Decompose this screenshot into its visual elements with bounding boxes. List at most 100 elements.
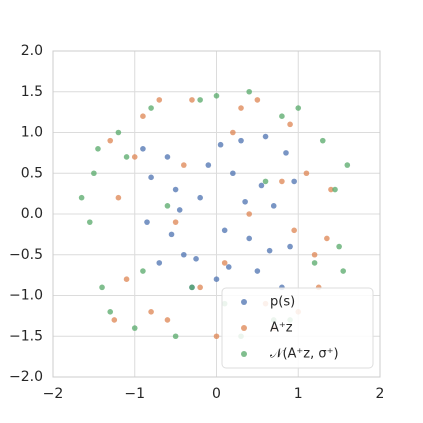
scatter-point (291, 178, 297, 185)
scatter-point (217, 141, 224, 148)
scatter-point (99, 284, 105, 291)
scatter-point (279, 178, 285, 185)
scatter-point (107, 137, 114, 144)
legend-label: p(s) (270, 295, 295, 310)
scatter-point (287, 243, 293, 250)
scatter-point (189, 97, 195, 103)
scatter-point (238, 137, 244, 144)
y-tick-label: −1.0 (9, 288, 43, 304)
scatter-point (115, 194, 122, 201)
legend: p(s) A⁺z 𝒩(A⁺z, σ⁺) (221, 287, 374, 369)
scatter-point (181, 251, 187, 258)
scatter-point (197, 284, 203, 291)
scatter-point (164, 154, 171, 160)
scatter-point (311, 251, 318, 258)
scatter-point (283, 150, 289, 156)
scatter-point (156, 260, 163, 266)
scatter-point (172, 219, 179, 225)
legend-box (221, 287, 374, 369)
scatter-point (287, 121, 293, 128)
scatter-point (230, 129, 236, 136)
x-tick-label: 0 (212, 386, 221, 402)
scatter-point (266, 247, 273, 254)
y-tick-label: −1.5 (9, 328, 43, 344)
scatter-point (95, 146, 101, 152)
scatter-point (123, 276, 130, 283)
scatter-point (332, 186, 338, 193)
legend-label: 𝒩(A⁺z, σ⁺) (270, 347, 339, 362)
scatter-point (238, 105, 244, 111)
scatter-point (197, 97, 203, 103)
scatter-point (213, 333, 220, 340)
legend-marker (241, 351, 247, 357)
scatter-point (148, 174, 154, 181)
scatter-point (311, 260, 318, 266)
scatter-point (107, 309, 114, 315)
scatter-point (262, 178, 269, 185)
scatter-point (197, 194, 203, 201)
scatter-point (205, 162, 212, 168)
scatter-point (319, 137, 326, 144)
scatter-point (291, 227, 297, 234)
scatter-point (111, 317, 118, 323)
scatter-point (91, 170, 97, 177)
scatter-point (242, 198, 248, 205)
scatter-point (295, 105, 302, 111)
scatter-point (144, 219, 150, 225)
legend-label: A⁺z (270, 321, 293, 336)
scatter-point (254, 268, 261, 274)
scatter-point (230, 170, 236, 177)
y-tick-label: 0.0 (21, 206, 43, 222)
y-tick-label: 1.5 (21, 84, 43, 100)
scatter-point (140, 146, 146, 152)
scatter-point (324, 235, 330, 242)
scatter-point (225, 264, 232, 270)
scatter-point (172, 333, 179, 340)
scatter-point (303, 170, 310, 177)
scatter-point (176, 207, 183, 213)
scatter-point (189, 284, 195, 291)
x-tick-label: 2 (376, 386, 385, 402)
scatter-point (78, 194, 85, 201)
legend-marker (241, 299, 247, 305)
scatter-point (181, 162, 187, 168)
scatter-point (340, 268, 347, 274)
scatter-point (156, 97, 163, 103)
scatter-point (131, 325, 138, 331)
scatter-point (221, 260, 228, 266)
scatter-point (148, 309, 154, 315)
y-tick-label: 2.0 (21, 43, 43, 59)
scatter-point (164, 203, 171, 209)
scatter-point (270, 203, 277, 209)
scatter-point (164, 317, 171, 323)
scatter-point (221, 227, 228, 234)
scatter-point (131, 154, 138, 160)
scatter-point (246, 235, 252, 242)
x-tick-label: 1 (294, 386, 303, 402)
scatter-point (148, 105, 154, 111)
scatter-point (213, 276, 220, 283)
scatter-point (86, 219, 93, 225)
y-tick-label: −0.5 (9, 247, 43, 263)
scatter-point (344, 162, 351, 168)
scatter-point (279, 113, 285, 119)
scatter-point (262, 133, 269, 140)
x-tick-label: −2 (43, 386, 64, 402)
axes-frame (52, 50, 381, 378)
scatter-point (172, 186, 179, 193)
y-tick-label: 0.5 (21, 165, 43, 181)
scatter-point (246, 88, 252, 95)
scatter-point (168, 231, 175, 238)
scatter-point (213, 93, 220, 99)
scatter-point (123, 154, 130, 160)
y-tick-label: 1.0 (21, 125, 43, 141)
scatter-point (328, 186, 334, 193)
scatter-point (140, 268, 146, 274)
legend-marker (241, 325, 247, 331)
y-tick-label: −2.0 (9, 369, 43, 385)
scatter-point (140, 113, 146, 119)
x-tick-label: −1 (124, 386, 145, 402)
scatter-point (254, 97, 261, 103)
scatter-point (336, 243, 342, 250)
